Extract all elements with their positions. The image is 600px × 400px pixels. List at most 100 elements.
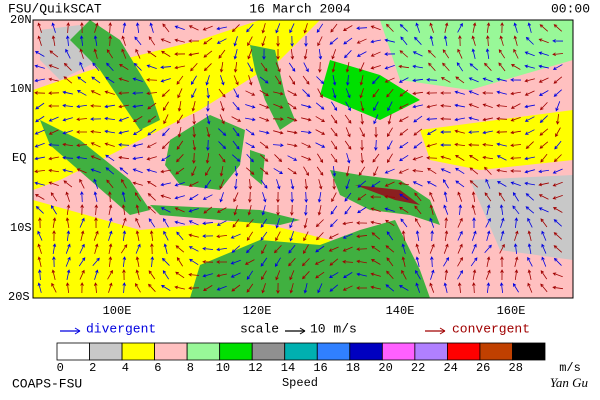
wind-arrow [192, 152, 196, 164]
land [40, 120, 150, 215]
wind-arrow [216, 260, 228, 264]
wind-arrow [386, 127, 393, 137]
wind-arrow [415, 22, 420, 33]
wind-arrow [273, 91, 284, 96]
wind-arrow [555, 127, 561, 138]
wind-arrow [245, 128, 255, 136]
wind-arrow [415, 230, 420, 242]
wind-arrow [316, 23, 324, 33]
wind-arrow [412, 181, 423, 187]
wind-arrow [134, 36, 142, 46]
wind-arrow [34, 129, 45, 135]
wind-arrow [108, 243, 113, 254]
map-frame [32, 19, 574, 299]
wind-arrow [539, 141, 549, 149]
wind-arrow [482, 130, 493, 135]
lat-label: EQ [12, 151, 26, 165]
wind-arrow [331, 192, 337, 203]
wind-arrow [443, 204, 449, 215]
wind-arrow [524, 90, 535, 96]
wind-arrow [496, 103, 508, 108]
wind-arrow [413, 141, 423, 149]
wind-arrow [300, 130, 312, 135]
wind-arrow [510, 103, 521, 109]
wind-arrow [440, 104, 452, 108]
wind-arrow [538, 194, 549, 200]
wind-arrow [384, 168, 395, 174]
colorbar-tick: 22 [411, 361, 425, 375]
wind-arrow [413, 115, 423, 123]
colorbar-unit: m/s [559, 361, 581, 375]
wind-arrow [132, 104, 144, 109]
wind-arrow [472, 22, 477, 33]
wind-arrow [48, 181, 59, 186]
wind-arrow [318, 48, 323, 60]
wind-arrow [302, 271, 310, 280]
wind-arrow [206, 114, 211, 125]
wind-arrow [247, 205, 252, 216]
lat-label: 10S [10, 221, 32, 235]
wind-arrow [510, 64, 521, 70]
wind-arrow [317, 205, 322, 216]
wind-arrow [539, 115, 548, 124]
wind-arrow [202, 246, 214, 251]
wind-arrow [80, 282, 84, 294]
wind-arrow [202, 260, 214, 264]
wind-arrow [260, 179, 268, 189]
wind-arrow [174, 65, 185, 70]
wind-arrow [216, 38, 227, 44]
wind-arrow [442, 179, 449, 189]
wind-arrow [79, 178, 85, 189]
wind-arrow [330, 140, 338, 150]
wind-arrow [48, 104, 60, 108]
wind-arrow [65, 35, 70, 47]
wind-arrow [413, 128, 423, 136]
wind-arrow [317, 36, 323, 47]
wind-arrow [247, 62, 253, 73]
wind-arrow [65, 243, 71, 254]
wind-arrow [216, 26, 227, 31]
wind-arrow [245, 104, 256, 109]
wind-arrow [160, 207, 171, 213]
wind-arrow [485, 48, 490, 60]
wind-arrow [468, 77, 479, 83]
wind-arrow [385, 245, 395, 253]
wind-arrow [525, 36, 534, 45]
wind-arrow [342, 25, 353, 31]
wind-arrow [135, 282, 141, 293]
wind-arrow [484, 244, 492, 254]
wind-arrow [485, 178, 491, 189]
wind-arrow [163, 217, 169, 228]
wind-arrow [148, 270, 156, 280]
wind-arrow [482, 103, 493, 108]
wind-arrow [468, 130, 480, 134]
wind-arrow [37, 269, 42, 281]
wind-arrow [65, 282, 70, 294]
wind-arrow [150, 256, 155, 268]
wind-arrow [174, 195, 185, 200]
wind-arrow [65, 191, 70, 202]
wind-arrow [315, 142, 326, 148]
wind-arrow [66, 22, 70, 34]
wind-arrow [51, 282, 57, 293]
wind-arrow [538, 77, 549, 83]
wind-arrow [540, 218, 548, 228]
wind-arrow [232, 140, 240, 150]
wind-arrow [540, 153, 548, 163]
wind-arrow [259, 116, 270, 122]
wind-arrow [202, 234, 214, 238]
colorbar-box [414, 342, 448, 361]
wind-arrow [190, 62, 198, 72]
wind-arrow [426, 104, 437, 109]
wind-arrow [372, 153, 380, 163]
wind-arrow [93, 230, 99, 241]
wind-arrow [527, 269, 532, 280]
wind-arrow [401, 230, 406, 242]
wind-arrow [162, 101, 169, 111]
wind-arrow [552, 285, 564, 290]
wind-arrow [524, 104, 535, 109]
wind-arrow [401, 269, 407, 280]
wind-arrow [260, 62, 268, 72]
wind-arrow [524, 78, 535, 83]
wind-arrow [94, 217, 98, 229]
